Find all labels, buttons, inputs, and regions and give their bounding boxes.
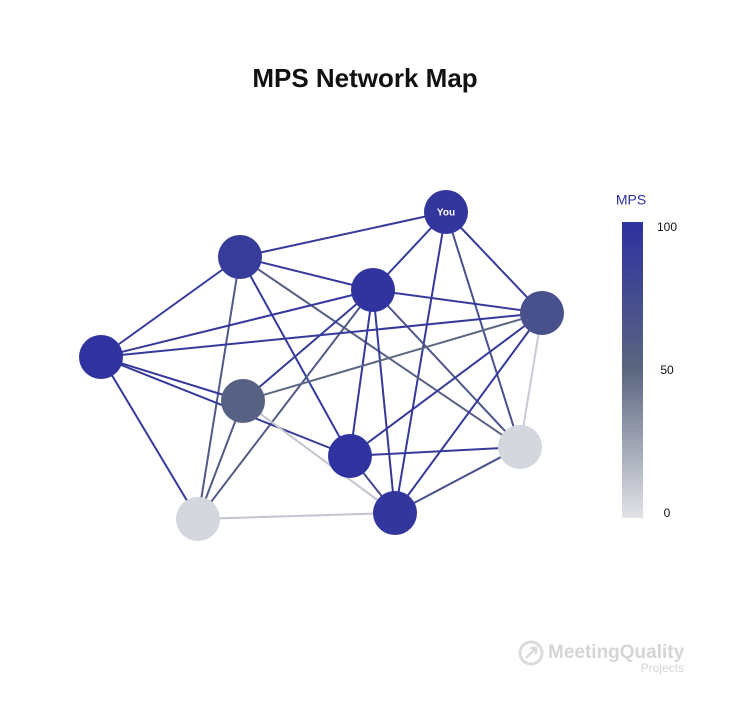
- node: [79, 335, 123, 379]
- scale-tick-label: 0: [664, 506, 671, 520]
- edge: [239, 211, 447, 258]
- edge: [197, 512, 396, 520]
- edge: [197, 256, 241, 520]
- edge: [239, 256, 374, 291]
- edge: [197, 289, 374, 520]
- scale-label: MPS: [616, 192, 646, 208]
- node: [424, 190, 468, 234]
- edges: [100, 211, 543, 520]
- scale-ticks: 0 50 100: [657, 220, 677, 520]
- edge: [519, 312, 543, 448]
- nodes: You: [79, 190, 564, 541]
- edge: [372, 289, 521, 448]
- edge: [100, 356, 244, 402]
- node: [351, 268, 395, 312]
- node: [498, 425, 542, 469]
- logo-name: MeetingQuality: [548, 642, 685, 663]
- node: [328, 434, 372, 478]
- edge: [445, 211, 543, 314]
- edge: [349, 312, 543, 457]
- edge: [394, 211, 447, 514]
- node: [218, 235, 262, 279]
- node-label: You: [437, 208, 455, 219]
- edge: [100, 289, 374, 358]
- node: [221, 379, 265, 423]
- node: [520, 291, 564, 335]
- edge: [242, 312, 543, 402]
- logo-arrow: [525, 646, 538, 659]
- title: MPS Network Map: [252, 63, 477, 93]
- logo-icon: [518, 640, 544, 666]
- logo-sub: Projects: [641, 661, 684, 675]
- edge: [394, 446, 521, 514]
- edge: [100, 256, 241, 358]
- edge: [372, 289, 543, 314]
- edge: [100, 312, 543, 358]
- edge: [242, 400, 396, 514]
- logo: MeetingQuality Projects: [518, 640, 685, 675]
- edge: [349, 446, 521, 457]
- edge: [242, 289, 374, 402]
- edge: [100, 356, 199, 520]
- edge: [372, 289, 396, 514]
- edge: [349, 289, 374, 457]
- edge: [394, 312, 543, 514]
- scale-tick-label: 100: [657, 220, 677, 234]
- color-bar: [622, 222, 643, 518]
- node: [373, 491, 417, 535]
- scale-tick-label: 50: [660, 363, 674, 377]
- node: [176, 497, 220, 541]
